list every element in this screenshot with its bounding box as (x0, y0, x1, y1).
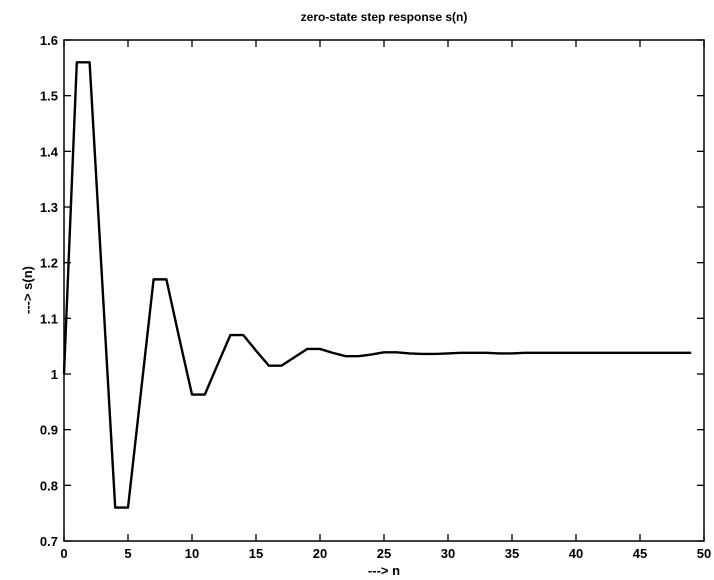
y-tick-labels: 0.7 0.8 0.9 1 1.1 1.2 1.3 1.4 1.5 1.6 (40, 33, 59, 549)
axis-ticks (63, 39, 705, 542)
x-tick-label: 25 (377, 546, 391, 561)
y-tick-label: 0.7 (40, 534, 58, 549)
x-tick-labels: 0 5 10 15 20 25 30 35 40 45 50 (60, 546, 711, 561)
y-tick-label: 1.4 (40, 144, 59, 159)
y-tick-label: 1.5 (40, 89, 58, 104)
y-tick-label: 1.2 (40, 256, 58, 271)
x-axis-label: ---> n (368, 563, 400, 578)
series-line (62, 61, 692, 509)
plot-frame (63, 39, 705, 542)
chart-title: zero-state step response s(n) (301, 10, 468, 24)
x-tick-label: 45 (633, 546, 647, 561)
x-tick-label: 0 (60, 546, 67, 561)
y-tick-label: 0.9 (40, 423, 58, 438)
x-tick-label: 10 (185, 546, 199, 561)
y-tick-label: 1.6 (40, 33, 58, 48)
y-tick-label: 1.3 (40, 200, 58, 215)
x-tick-label: 20 (313, 546, 327, 561)
y-tick-label: 1.1 (40, 311, 58, 326)
y-tick-label: 1 (51, 367, 58, 382)
x-tick-label: 30 (441, 546, 455, 561)
x-tick-label: 40 (569, 546, 583, 561)
x-tick-label: 35 (505, 546, 519, 561)
x-tick-label: 50 (697, 546, 711, 561)
y-axis-label: ---> s(n) (20, 266, 35, 314)
x-tick-label: 5 (124, 546, 131, 561)
y-tick-label: 0.8 (40, 478, 58, 493)
x-tick-label: 15 (249, 546, 263, 561)
